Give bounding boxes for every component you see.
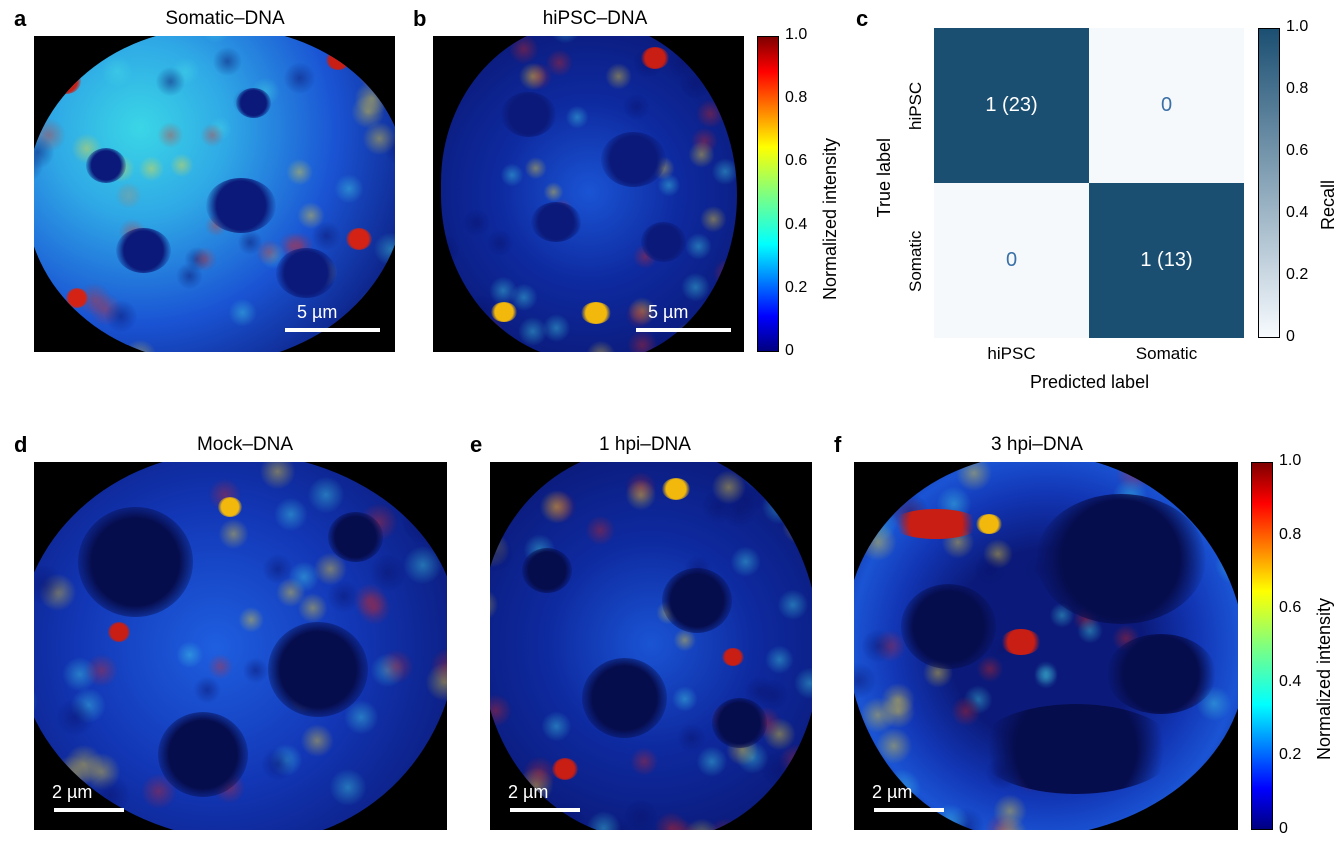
colorbar-label-bottom: Normalized intensity xyxy=(1314,540,1335,760)
cm-cell: 0 xyxy=(934,183,1089,338)
colorbar-tick: 0.8 xyxy=(785,89,807,107)
colorbar-intensity-top xyxy=(757,36,779,352)
colorbar-tick: 0.2 xyxy=(785,279,807,297)
colorbar-label-top: Normalized intensity xyxy=(820,100,841,300)
image-hipsc-dna xyxy=(433,36,744,352)
scalebar-line-e xyxy=(510,808,580,812)
panel-title-f: 3 hpi–DNA xyxy=(957,434,1117,456)
cm-cell: 1 (23) xyxy=(934,28,1089,183)
image-3hpi-dna xyxy=(854,462,1238,830)
colorbar-tick: 0.6 xyxy=(1286,142,1308,160)
colorbar-recall-label: Recall xyxy=(1318,150,1339,230)
scalebar-text-e: 2 µm xyxy=(508,782,548,803)
panel-label-f: f xyxy=(834,432,841,458)
colorbar-tick: 0.6 xyxy=(785,152,807,170)
cm-xlabel: Predicted label xyxy=(1030,372,1149,393)
colorbar-tick: 0 xyxy=(1286,328,1295,346)
image-1hpi-dna xyxy=(490,462,812,830)
cm-cell: 1 (13) xyxy=(1089,183,1244,338)
cm-ylabel: True label xyxy=(874,138,895,217)
panel-label-d: d xyxy=(14,432,27,458)
scalebar-text-f: 2 µm xyxy=(872,782,912,803)
colorbar-tick: 0 xyxy=(785,342,794,360)
panel-title-e: 1 hpi–DNA xyxy=(565,434,725,456)
scalebar-line-b xyxy=(636,328,731,332)
panel-label-a: a xyxy=(14,6,26,32)
panel-title-a: Somatic–DNA xyxy=(125,8,325,30)
image-somatic-dna xyxy=(34,36,395,352)
colorbar-tick: 0.2 xyxy=(1286,266,1308,284)
colorbar-intensity-bottom xyxy=(1251,462,1273,830)
colorbar-tick: 1.0 xyxy=(1286,18,1308,36)
cm-ytick: hiPSC xyxy=(906,66,926,146)
colorbar-tick: 0.6 xyxy=(1279,599,1301,617)
colorbar-tick: 1.0 xyxy=(785,26,807,44)
scalebar-text-b: 5 µm xyxy=(648,302,688,323)
colorbar-tick: 0.4 xyxy=(785,216,807,234)
colorbar-tick: 0 xyxy=(1279,820,1288,838)
panel-title-b: hiPSC–DNA xyxy=(510,8,680,30)
scalebar-text-d: 2 µm xyxy=(52,782,92,803)
confusion-matrix: 1 (23)001 (13) xyxy=(934,28,1244,338)
panel-label-c: c xyxy=(856,6,868,32)
cm-xtick: Somatic xyxy=(1127,344,1207,364)
colorbar-tick: 0.4 xyxy=(1279,673,1301,691)
cm-xtick: hiPSC xyxy=(972,344,1052,364)
scalebar-line-a xyxy=(285,328,380,332)
colorbar-recall xyxy=(1258,28,1280,338)
colorbar-tick: 1.0 xyxy=(1279,452,1301,470)
colorbar-tick: 0.8 xyxy=(1279,526,1301,544)
panel-title-d: Mock–DNA xyxy=(165,434,325,456)
cm-cell: 0 xyxy=(1089,28,1244,183)
scalebar-text-a: 5 µm xyxy=(297,302,337,323)
scalebar-line-f xyxy=(874,808,944,812)
colorbar-tick: 0.4 xyxy=(1286,204,1308,222)
colorbar-tick: 0.8 xyxy=(1286,80,1308,98)
scalebar-line-d xyxy=(54,808,124,812)
image-mock-dna xyxy=(34,462,447,830)
cm-ytick: Somatic xyxy=(906,221,926,301)
colorbar-tick: 0.2 xyxy=(1279,746,1301,764)
panel-label-b: b xyxy=(413,6,426,32)
panel-label-e: e xyxy=(470,432,482,458)
